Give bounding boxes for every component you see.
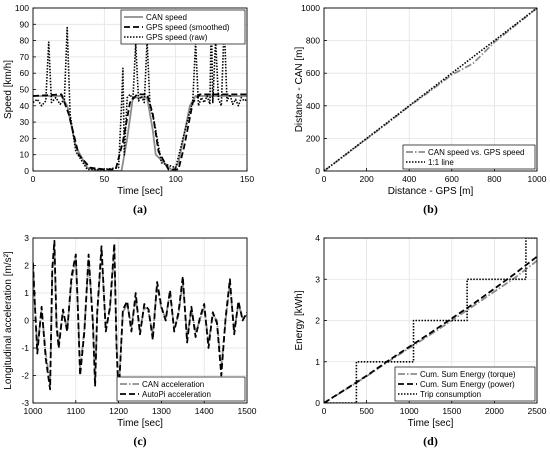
series-line-3	[324, 238, 537, 403]
y-axis-label: Distance - CAN [m]	[294, 46, 305, 132]
chart-panel-3: 1000 1100 1200 1300 1400 1500 -3 -2 -1 0 1 2 3 Time […	[3, 233, 257, 448]
legend-label: Trip consumption	[420, 390, 481, 399]
y-tick-label: 20	[20, 133, 30, 143]
x-axis-label: Time [sec]	[408, 418, 454, 429]
y-tick-label: 0	[24, 166, 29, 176]
axes-frame	[323, 7, 538, 172]
y-tick-label: 40	[20, 101, 30, 111]
legend-box	[120, 9, 246, 45]
legend-box	[116, 376, 246, 402]
x-tick-label: 1000	[528, 174, 547, 184]
x-tick-label: 600	[445, 174, 459, 184]
y-tick-label: 60	[20, 68, 30, 78]
series-line-2	[324, 255, 537, 403]
y-tick-label: 800	[306, 36, 320, 46]
x-tick-label: 2500	[528, 406, 547, 416]
x-tick-label: 100	[169, 174, 183, 184]
legend-label: 1:1 line	[428, 158, 454, 167]
legend-label: Cum. Sum Energy (torque)	[420, 370, 516, 379]
legend-label: CAN speed vs. GPS speed	[428, 148, 525, 157]
y-tick-label: 600	[306, 68, 320, 78]
y-tick-label: -2	[21, 371, 29, 381]
y-tick-label: -3	[21, 398, 29, 408]
legend-label: CAN speed	[146, 13, 187, 22]
x-tick-label: 0	[322, 406, 327, 416]
panel-caption: (b)	[423, 202, 438, 216]
x-tick-label: 1000	[400, 406, 419, 416]
panel-caption: (c)	[133, 434, 146, 448]
chart-panel-1: 0 50 100 150 0 10 20 30 40 50 60 70 80 90 100 Time [sec…	[3, 3, 254, 216]
x-axis-label: Time [sec]	[117, 186, 163, 197]
x-tick-label: 1300	[152, 406, 171, 416]
legend-label: AutoPi acceleration	[142, 390, 211, 399]
panel-caption: (d)	[423, 434, 438, 448]
legend-box	[402, 144, 536, 170]
y-tick-label: 4	[315, 233, 320, 243]
legend-label: CAN acceleration	[142, 380, 204, 389]
legend-box	[394, 366, 536, 402]
x-tick-label: 400	[402, 174, 416, 184]
y-tick-label: 1	[24, 288, 29, 298]
x-tick-label: 1100	[67, 406, 86, 416]
y-tick-label: 90	[20, 19, 30, 29]
x-tick-label: 150	[240, 174, 254, 184]
y-tick-label: 1	[315, 357, 320, 367]
y-tick-label: 400	[306, 101, 320, 111]
legend-label: Cum. Sum Energy (power)	[420, 380, 515, 389]
y-tick-label: 0	[24, 316, 29, 326]
legend-label: GPS speed (raw)	[146, 33, 208, 42]
x-tick-label: 1000	[24, 406, 43, 416]
y-tick-label: 30	[20, 117, 30, 127]
y-tick-label: 0	[315, 166, 320, 176]
legend-label: GPS speed (smoothed)	[146, 23, 230, 32]
y-axis-label: Speed [km/h]	[3, 60, 14, 119]
x-tick-label: 0	[31, 174, 36, 184]
y-tick-label: 10	[20, 150, 30, 160]
y-tick-label: 2	[24, 261, 29, 271]
x-axis-label: Time [sec]	[117, 418, 163, 429]
chart-panel-2: 0 200 400 600 800 1000 0 200 400 600 800 1000 Distan…	[294, 3, 547, 216]
x-tick-label: 1400	[195, 406, 214, 416]
x-tick-label: 1500	[238, 406, 257, 416]
y-tick-label: 100	[15, 3, 29, 13]
chart-panel-4: 0 500 1000 1500 2000 2500 0 1 2 3 4 Time [sec] Energ…	[294, 233, 547, 448]
y-tick-label: 200	[306, 133, 320, 143]
x-tick-label: 200	[360, 174, 374, 184]
y-axis-label: Longitudinal acceleration [m/s²]	[3, 251, 14, 390]
y-tick-label: 50	[20, 85, 30, 95]
legend: Cum. Sum Energy (torque)Cum. Sum Energy …	[394, 366, 536, 402]
y-tick-label: 70	[20, 52, 30, 62]
x-tick-label: 1200	[109, 406, 128, 416]
y-tick-label: 3	[24, 233, 29, 243]
y-tick-label: 1000	[301, 3, 320, 13]
y-tick-label: 3	[315, 274, 320, 284]
series-line-1	[33, 95, 247, 171]
series-line-1	[324, 8, 537, 171]
y-tick-label: 0	[315, 398, 320, 408]
y-tick-label: 80	[20, 36, 30, 46]
y-axis-label: Energy [kWh]	[294, 290, 305, 350]
x-tick-label: 1500	[442, 406, 461, 416]
x-tick-label: 500	[360, 406, 374, 416]
series-line-3	[33, 16, 247, 171]
x-tick-label: 800	[487, 174, 501, 184]
x-tick-label: 2000	[485, 406, 504, 416]
x-axis-label: Distance - GPS [m]	[388, 186, 474, 197]
x-tick-label: 50	[100, 174, 110, 184]
panel-caption: (a)	[133, 202, 147, 216]
y-tick-label: -1	[21, 343, 29, 353]
y-tick-label: 2	[315, 316, 320, 326]
series-line-2	[33, 239, 247, 399]
x-tick-label: 0	[322, 174, 327, 184]
